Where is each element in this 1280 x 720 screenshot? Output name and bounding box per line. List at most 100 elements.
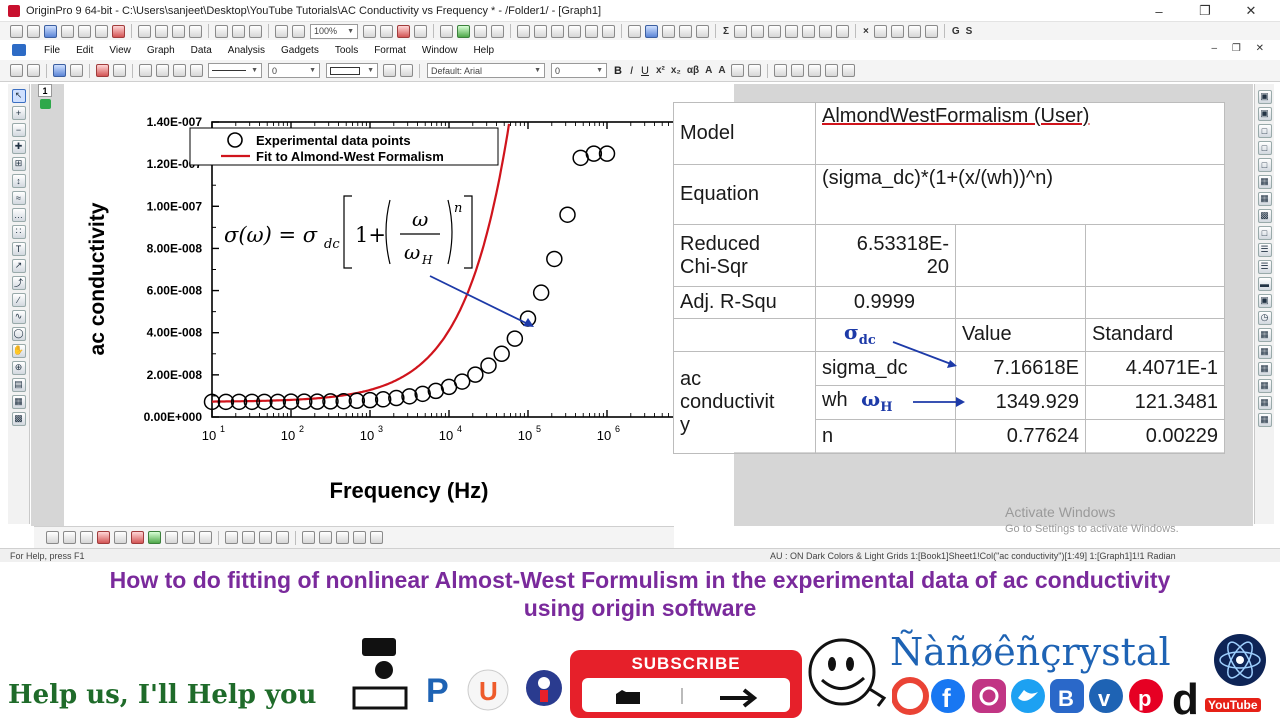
front-icon[interactable] — [773, 64, 787, 77]
text-color-icon[interactable] — [730, 64, 744, 77]
annotation-icon[interactable] — [679, 24, 692, 38]
line-symbol-icon[interactable] — [80, 531, 93, 544]
recalculate-icon[interactable] — [249, 24, 262, 38]
back-icon[interactable] — [790, 64, 804, 77]
command-window-icon[interactable] — [491, 24, 504, 38]
copy-page-icon[interactable] — [292, 24, 305, 38]
italic-button[interactable]: I — [629, 64, 634, 77]
text-tool-icon[interactable]: T — [11, 241, 26, 256]
save-project-icon[interactable] — [172, 24, 185, 38]
dailymotion-icon[interactable]: d — [1172, 676, 1199, 718]
line-plot-icon[interactable] — [46, 531, 59, 544]
save-template-icon[interactable] — [189, 24, 202, 38]
subscript-button[interactable]: x₂ — [670, 65, 681, 76]
greek-g-icon[interactable]: G — [951, 25, 960, 37]
region-icon[interactable]: ◯ — [11, 326, 26, 341]
graph-window-icon[interactable] — [12, 44, 26, 56]
menu-help[interactable]: Help — [473, 44, 495, 56]
colormap-icon[interactable]: ▣ — [1257, 293, 1272, 308]
border-combo[interactable]: ▼ — [326, 63, 378, 78]
layer-props-icon[interactable]: ▦ — [1257, 412, 1272, 427]
underline-button[interactable]: U — [641, 64, 649, 77]
multi-panel-icon[interactable] — [319, 531, 332, 544]
data-selector-tool-icon[interactable]: ≈ — [11, 190, 26, 205]
menu-graph[interactable]: Graph — [146, 44, 175, 56]
surface-plot-icon[interactable] — [259, 531, 272, 544]
data-selector-icon[interactable] — [696, 24, 709, 38]
zoom-out-icon[interactable]: − — [11, 122, 26, 137]
pinterest-icon[interactable]: p — [1129, 679, 1163, 713]
lock-icon[interactable] — [40, 99, 51, 109]
normalize-icon[interactable] — [768, 24, 782, 38]
greek-button[interactable]: αβ — [686, 65, 700, 76]
open-template-icon[interactable] — [155, 24, 168, 38]
new-notes-icon[interactable] — [95, 24, 108, 38]
layer-fill-icon[interactable]: ▩ — [1257, 208, 1272, 223]
sort-icon[interactable] — [751, 24, 765, 38]
layer-tool-icon[interactable]: ▩ — [11, 411, 26, 426]
menu-window[interactable]: Window — [421, 44, 458, 56]
matrix-plot-icon[interactable] — [370, 531, 383, 544]
screen-reader-icon[interactable] — [645, 24, 658, 38]
line-tool-icon[interactable]: ∕ — [11, 292, 26, 307]
multiply-icon[interactable]: × — [863, 25, 869, 37]
layer-right-icon[interactable]: ▣ — [1257, 89, 1272, 104]
column-statistics-icon[interactable] — [734, 24, 748, 38]
new-workbook-icon[interactable] — [27, 24, 40, 38]
add-legend-icon[interactable] — [551, 24, 564, 38]
arrow-tool-icon[interactable]: ↗ — [11, 258, 26, 273]
close-button[interactable]: ✕ — [1245, 3, 1257, 18]
screen-reader-tool-icon[interactable]: ↕ — [11, 173, 26, 188]
legend[interactable]: Experimental data points Fit to Almond-W… — [189, 127, 499, 166]
data-reader-icon[interactable]: ⊞ — [11, 156, 26, 171]
layer-1-tab[interactable]: 1 — [38, 84, 52, 97]
print-layer-icon[interactable]: ▦ — [1257, 378, 1272, 393]
box-plot-icon[interactable] — [182, 531, 195, 544]
pattern-icon[interactable] — [156, 64, 169, 77]
menu-format[interactable]: Format — [374, 44, 406, 56]
vimeo-icon[interactable]: v — [1089, 679, 1123, 713]
polar-plot-icon[interactable] — [199, 531, 212, 544]
draw-data-icon[interactable]: … — [11, 207, 26, 222]
project-explorer-icon[interactable] — [440, 24, 453, 38]
line-style-combo[interactable]: ▼ — [208, 63, 262, 78]
add-column-icon[interactable] — [414, 24, 427, 38]
timestamp-icon[interactable]: ◷ — [1257, 310, 1272, 325]
layer-top-icon[interactable]: ▣ — [1257, 106, 1272, 121]
3d-plot-icon[interactable] — [225, 531, 238, 544]
scale-bar-icon[interactable]: ▬ — [1257, 276, 1272, 291]
increase-font-button[interactable]: A — [705, 65, 713, 76]
menu-gadgets[interactable]: Gadgets — [281, 44, 319, 56]
double-y-icon[interactable] — [336, 531, 349, 544]
reader-icon[interactable] — [70, 64, 83, 77]
google-icon[interactable] — [892, 677, 929, 715]
legend-icon[interactable]: ☰ — [1257, 259, 1272, 274]
template-icon[interactable] — [302, 531, 315, 544]
grid-icon[interactable] — [400, 64, 413, 77]
link-layer-icon[interactable]: ▦ — [1257, 361, 1272, 376]
data-info-icon[interactable] — [662, 24, 675, 38]
fit-results-table[interactable]: Model AlmondWestFormalism (User) Equatio… — [673, 102, 1225, 454]
sum-icon[interactable]: Σ — [723, 25, 730, 37]
refresh-icon[interactable] — [363, 24, 376, 38]
transpose-icon[interactable] — [890, 24, 904, 38]
pointer-icon[interactable]: ↖ — [11, 88, 26, 103]
graph-tool-icon[interactable]: ▤ — [11, 377, 26, 392]
group-icon[interactable] — [807, 64, 821, 77]
plot-order-icon[interactable]: ☰ — [1257, 242, 1272, 257]
import-wizard-icon[interactable] — [232, 24, 245, 38]
hand-icon[interactable]: ✋ — [11, 343, 26, 358]
add-axis-icon[interactable] — [568, 24, 581, 38]
subscribe-button[interactable]: SUBSCRIBE — [570, 650, 802, 718]
bold-button[interactable]: B — [614, 64, 622, 77]
minimize-button[interactable]: – — [1155, 3, 1163, 19]
new-project-icon[interactable] — [10, 24, 23, 38]
export-layer-icon[interactable]: ▦ — [1257, 395, 1272, 410]
bar-plot-icon[interactable] — [114, 531, 127, 544]
menu-analysis[interactable]: Analysis — [227, 44, 266, 56]
zoom-in-icon[interactable]: + — [11, 105, 26, 120]
menu-tools[interactable]: Tools — [334, 44, 359, 56]
curved-arrow-icon[interactable]: ⤴ — [11, 275, 26, 290]
twitter-icon[interactable] — [1011, 679, 1045, 713]
freehand-icon[interactable]: ∿ — [11, 309, 26, 324]
